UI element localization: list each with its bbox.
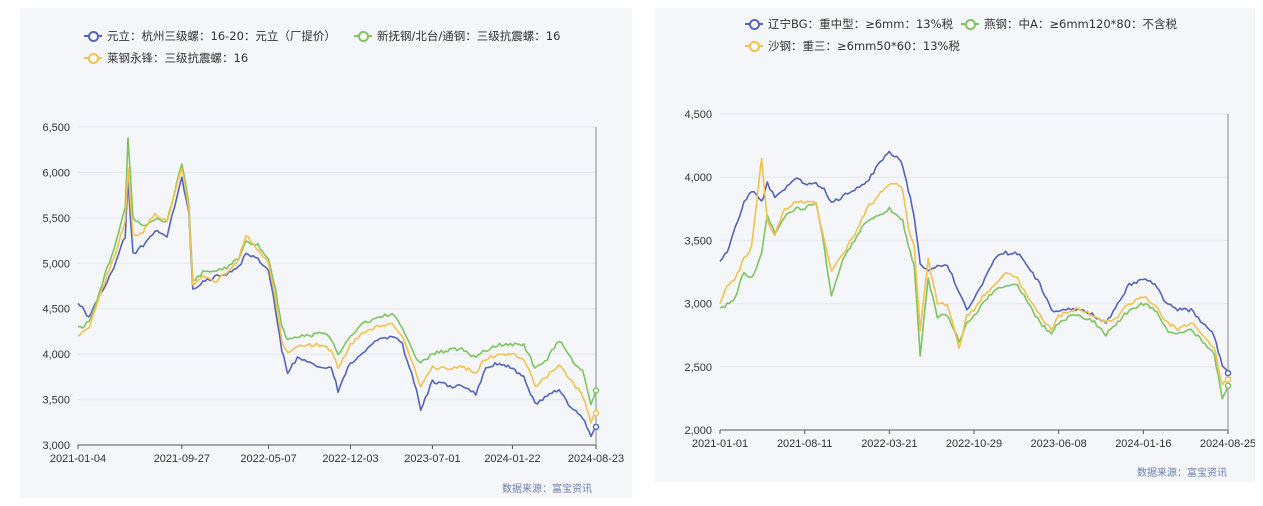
- x-tick-label: 2023-06-08: [1031, 438, 1087, 450]
- series-line: [77, 167, 597, 424]
- y-tick-label: 3,500: [42, 395, 70, 407]
- series-end-point: [1224, 369, 1232, 377]
- x-tick-label: 2024-01-16: [1115, 438, 1171, 450]
- x-tick-label: 2024-08-25: [1200, 438, 1255, 450]
- legend-item-yuanli[interactable]: 元立：杭州三级螺：16-20：元立（厂提价）: [84, 28, 336, 44]
- y-tick-label: 4,500: [42, 304, 70, 316]
- y-tick-label: 2,500: [684, 362, 712, 374]
- legend-marker-icon: [84, 53, 102, 64]
- legend-label: 燕钢：中A：≥6mm120*80：不含税: [984, 17, 1178, 31]
- x-tick-label: 2023-07-01: [404, 453, 460, 465]
- legend-label: 莱钢永锋：三级抗震螺：16: [107, 51, 249, 65]
- legend-label: 辽宁BG：重中型：≥6mm：13%税: [768, 17, 954, 31]
- legend-item-xinfugang[interactable]: 新抚钢/北台/通钢：三级抗震螺：16: [354, 28, 560, 44]
- legend-marker-icon: [961, 19, 979, 30]
- series-line: [77, 176, 597, 438]
- left-chart-source: 数据来源：富宝资讯: [502, 484, 592, 495]
- x-tick-label: 2022-03-21: [861, 438, 917, 450]
- x-tick-label: 2021-09-27: [154, 453, 210, 465]
- series-line: [719, 150, 1229, 374]
- series-line: [77, 137, 597, 406]
- series-end-point: [1224, 376, 1232, 383]
- series-end-point: [592, 423, 600, 431]
- right-chart-panel: 2,000 2,500 3,000 3,500 4,000 4,500 2021-01-01…: [655, 8, 1255, 482]
- y-tick-label: 3,500: [684, 235, 712, 247]
- legend-item-liaoning[interactable]: 辽宁BG：重中型：≥6mm：13%税: [745, 16, 953, 32]
- y-tick-label: 3,000: [684, 299, 712, 311]
- left-chart-svg: 3,000 3,500 4,000 4,500 5,000 5,500 6,000 6,500…: [42, 122, 624, 465]
- x-tick-label: 2022-05-07: [240, 453, 296, 465]
- legend-marker-icon: [354, 31, 372, 42]
- x-tick-label: 2022-10-29: [946, 438, 1002, 450]
- legend-label: 新抚钢/北台/通钢：三级抗震螺：16: [377, 29, 561, 43]
- x-tick-label: 2022-12-03: [322, 453, 378, 465]
- x-tick-label: 2021-01-04: [50, 453, 106, 465]
- series-end-point: [592, 387, 600, 394]
- legend-item-shagang[interactable]: 沙钢：重三：≥6mm50*60：13%税: [745, 38, 960, 54]
- y-tick-label: 6,500: [42, 122, 70, 134]
- y-tick-label: 3,000: [42, 440, 70, 452]
- series-end-point: [592, 409, 600, 417]
- legend-label: 元立：杭州三级螺：16-20：元立（厂提价）: [107, 29, 336, 43]
- legend-label: 沙钢：重三：≥6mm50*60：13%税: [768, 39, 960, 53]
- x-tick-label: 2021-01-01: [692, 438, 748, 450]
- x-tick-label: 2024-01-22: [484, 453, 540, 465]
- series-line: [719, 202, 1229, 400]
- right-chart-source: 数据来源：富宝资讯: [1137, 468, 1227, 479]
- y-tick-label: 5,500: [42, 213, 70, 225]
- legend-marker-icon: [745, 19, 763, 30]
- legend-marker-icon: [84, 31, 102, 42]
- left-chart-panel: 3,000 3,500 4,000 4,500 5,000 5,500 6,000 6,500…: [20, 8, 632, 498]
- right-chart-svg: 2,000 2,500 3,000 3,500 4,000 4,500 2021-01-01…: [684, 109, 1255, 450]
- series-end-point: [1224, 382, 1232, 390]
- legend-item-yangang[interactable]: 燕钢：中A：≥6mm120*80：不含税: [961, 16, 1177, 32]
- x-tick-label: 2024-08-23: [568, 453, 624, 465]
- legend-item-laigang[interactable]: 莱钢永锋：三级抗震螺：16: [84, 50, 248, 66]
- y-tick-label: 4,000: [42, 349, 70, 361]
- y-tick-label: 2,000: [684, 425, 712, 437]
- y-tick-label: 4,500: [684, 109, 712, 121]
- y-tick-label: 6,000: [42, 167, 70, 179]
- x-tick-label: 2021-08-11: [777, 438, 832, 450]
- legend-marker-icon: [745, 41, 763, 52]
- y-tick-label: 5,000: [42, 258, 70, 270]
- y-tick-label: 4,000: [684, 172, 712, 184]
- series-line: [719, 157, 1229, 386]
